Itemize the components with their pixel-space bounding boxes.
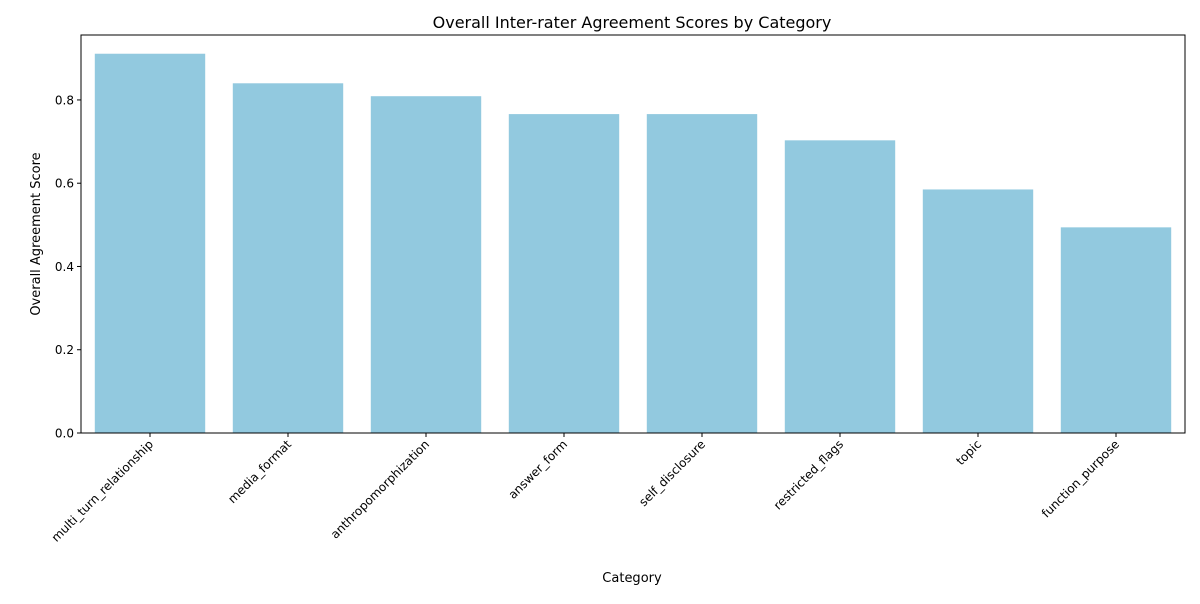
x-tick-label-media_format: media_format xyxy=(225,437,294,506)
bar-anthropomorphization xyxy=(370,96,482,433)
bar-answer_form xyxy=(508,114,620,433)
y-tick-label: 0.4 xyxy=(55,260,74,274)
bar-function_purpose xyxy=(1060,227,1172,433)
bar-restricted_flags xyxy=(784,140,896,433)
x-tick-label-topic: topic xyxy=(953,437,984,468)
bars-layer xyxy=(94,53,1172,433)
x-tick-label-multi_turn_relationship: multi_turn_relationship xyxy=(49,437,156,544)
y-tick-label: 0.8 xyxy=(55,93,74,107)
bar-media_format xyxy=(232,83,344,433)
x-tick-label-restricted_flags: restricted_flags xyxy=(771,437,846,512)
bar-topic xyxy=(922,189,1034,433)
x-tick-label-self_disclosure: self_disclosure xyxy=(636,437,708,509)
x-axis-label: Category xyxy=(602,571,662,586)
x-tick-label-anthropomorphization: anthropomorphization xyxy=(328,437,432,541)
plot-frame xyxy=(80,34,1186,434)
y-axis-label: Overall Agreement Score xyxy=(29,152,44,315)
y-tick-label: 0.6 xyxy=(55,177,74,191)
x-tick-label-answer_form: answer_form xyxy=(506,437,571,502)
bar-multi_turn_relationship xyxy=(94,53,206,433)
y-tick-label: 0.2 xyxy=(55,343,74,357)
chart-title: Overall Inter-rater Agreement Scores by … xyxy=(433,13,832,32)
bar-self_disclosure xyxy=(646,114,758,433)
x-tick-label-function_purpose: function_purpose xyxy=(1039,437,1122,520)
y-tick-label: 0.0 xyxy=(55,427,74,441)
